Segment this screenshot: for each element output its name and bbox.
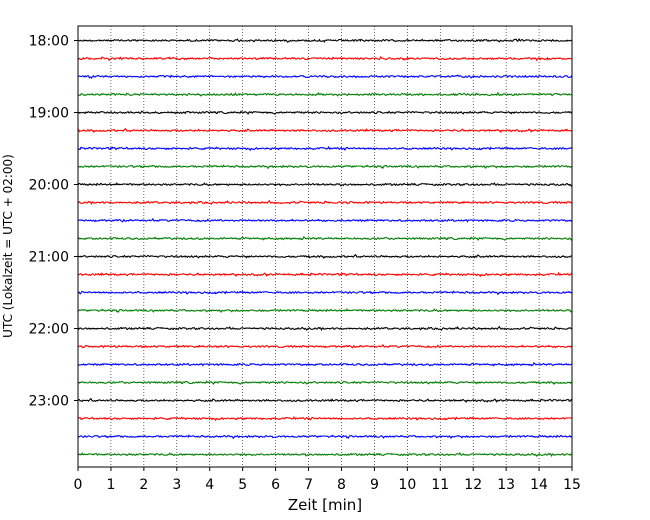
x-axis-ticks: 0 1 2 3 4 5 6 7 8 9 10 11 12 13 14 15 [74, 467, 581, 493]
trace-line [77, 253, 573, 259]
trace-line [77, 343, 573, 349]
plot-frame [77, 25, 573, 468]
trace-line [77, 55, 572, 62]
x-tick-label: 12 [464, 477, 482, 493]
trace-line [77, 452, 573, 458]
x-tick-label: 9 [370, 477, 379, 493]
x-tick-label: 2 [139, 477, 148, 493]
trace-line [77, 127, 573, 134]
seismic-traces [77, 38, 573, 458]
x-tick-label: 6 [271, 477, 280, 493]
x-tick-label: 3 [172, 477, 181, 493]
y-tick-label: 18:00 [29, 34, 69, 50]
trace-line [77, 91, 573, 97]
x-tick-label: 10 [398, 477, 416, 493]
x-tick-label: 11 [431, 477, 449, 493]
trace-line [77, 217, 573, 223]
x-tick-label: 1 [106, 477, 115, 493]
x-tick-label: 4 [205, 477, 214, 493]
y-axis-label: UTC (Lokalzeit = UTC + 02:00) [1, 154, 15, 338]
y-tick-label: 23:00 [29, 394, 69, 410]
x-tick-label: 5 [238, 477, 247, 493]
x-tick-label: 8 [337, 477, 346, 493]
y-tick-label: 20:00 [29, 178, 69, 194]
trace-line [77, 434, 573, 440]
y-axis-ticks: 18:00 19:00 20:00 21:00 22:00 23:00 [29, 34, 78, 410]
trace-line [77, 397, 573, 404]
trace-line [77, 182, 573, 187]
trace-line [77, 235, 573, 242]
trace-line [77, 361, 573, 367]
x-tick-label: 15 [563, 477, 581, 493]
trace-line [77, 74, 573, 80]
x-tick-label: 0 [74, 477, 83, 493]
y-tick-label: 19:00 [29, 106, 69, 122]
y-tick-label: 21:00 [29, 250, 69, 266]
x-tick-label: 13 [497, 477, 515, 493]
trace-line [77, 110, 573, 116]
x-tick-label: 7 [304, 477, 313, 493]
trace-line [77, 271, 573, 278]
trace-line [77, 38, 573, 43]
x-axis-label: Zeit [min] [288, 496, 362, 514]
y-tick-label: 22:00 [29, 322, 69, 338]
trace-line [77, 164, 573, 170]
trace-line [77, 380, 573, 386]
trace-line [77, 199, 573, 206]
trace-line [77, 145, 573, 152]
trace-line [77, 415, 573, 422]
x-tick-label: 14 [530, 477, 548, 493]
trace-line [77, 290, 573, 296]
trace-line [77, 308, 573, 313]
trace-line [77, 325, 573, 332]
